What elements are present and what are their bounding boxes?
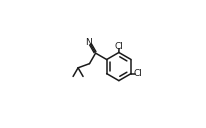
Text: N: N [85, 38, 92, 47]
Text: Cl: Cl [114, 42, 123, 51]
Text: Cl: Cl [133, 69, 142, 78]
